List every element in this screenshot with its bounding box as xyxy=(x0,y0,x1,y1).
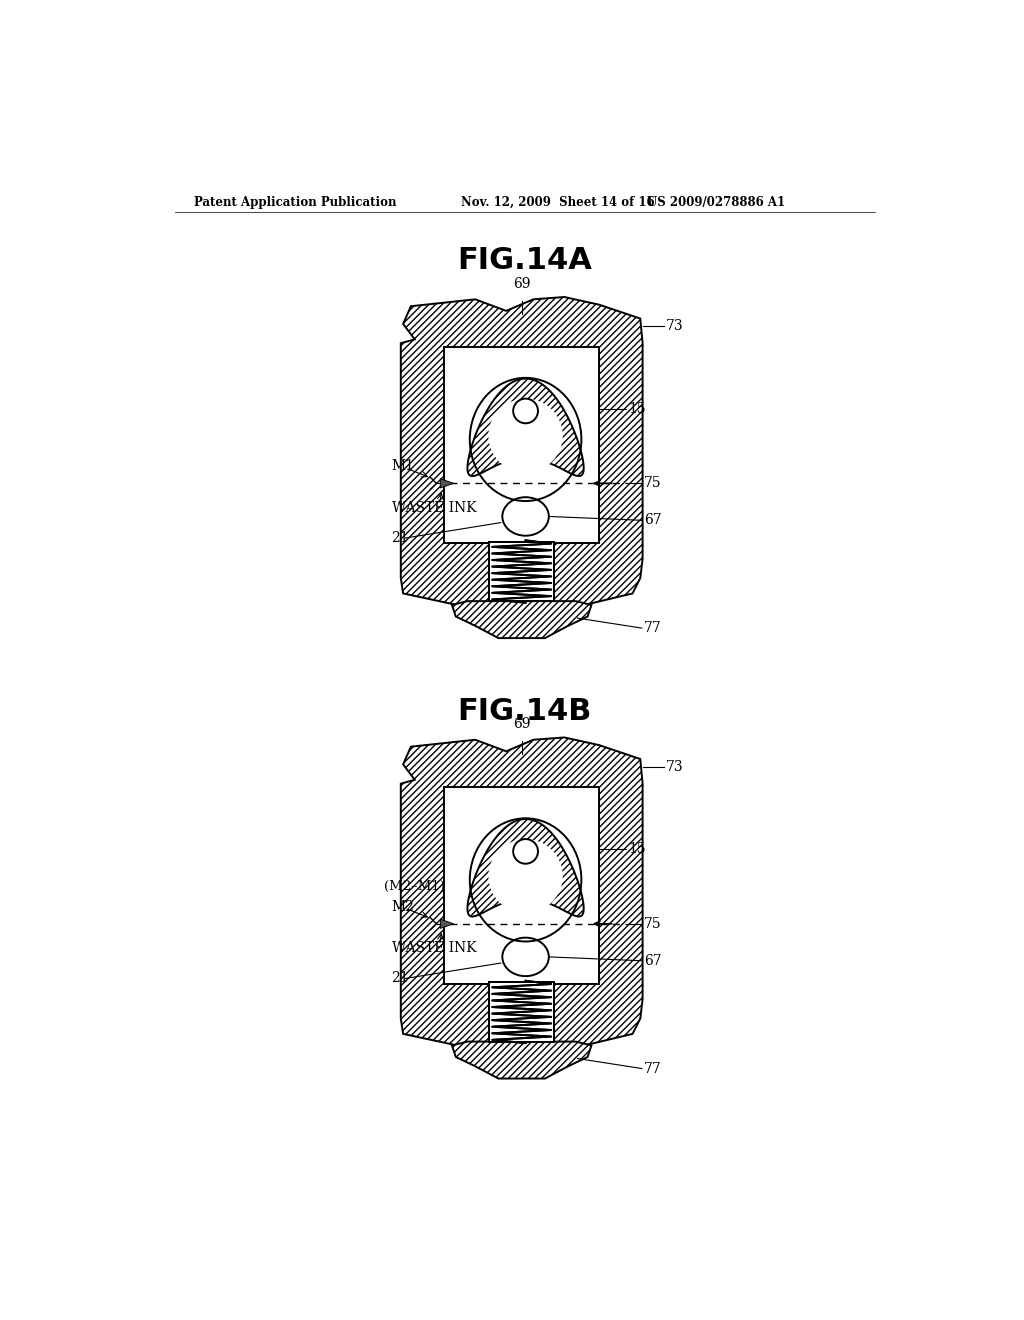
Polygon shape xyxy=(467,820,584,916)
Text: 69: 69 xyxy=(513,717,530,731)
Polygon shape xyxy=(467,379,584,477)
Circle shape xyxy=(513,840,538,863)
Text: M1: M1 xyxy=(391,459,415,474)
Text: 73: 73 xyxy=(666,319,683,333)
Text: M2: M2 xyxy=(391,900,415,913)
Polygon shape xyxy=(452,601,592,638)
Text: 15: 15 xyxy=(629,401,646,416)
Text: Patent Application Publication: Patent Application Publication xyxy=(194,195,396,209)
Text: WASTE INK: WASTE INK xyxy=(391,502,476,515)
Ellipse shape xyxy=(503,498,549,536)
Polygon shape xyxy=(400,738,643,1052)
Text: 77: 77 xyxy=(644,1061,662,1076)
Polygon shape xyxy=(400,297,643,611)
Bar xyxy=(489,543,554,601)
Text: 67: 67 xyxy=(644,513,662,527)
Text: FIG.14A: FIG.14A xyxy=(458,247,592,276)
Polygon shape xyxy=(440,479,454,488)
Text: 69: 69 xyxy=(513,277,530,290)
Bar xyxy=(489,539,554,601)
Text: 15: 15 xyxy=(629,842,646,857)
Bar xyxy=(444,347,599,544)
Text: (M2–M1): (M2–M1) xyxy=(384,880,444,894)
Bar xyxy=(489,978,554,1041)
Text: 77: 77 xyxy=(644,622,662,635)
Text: Nov. 12, 2009  Sheet 14 of 16: Nov. 12, 2009 Sheet 14 of 16 xyxy=(461,195,655,209)
Text: WASTE INK: WASTE INK xyxy=(391,941,476,956)
Text: 75: 75 xyxy=(644,917,662,931)
Bar xyxy=(444,788,599,983)
Bar xyxy=(489,982,554,1041)
Text: 67: 67 xyxy=(644,954,662,968)
Circle shape xyxy=(488,399,563,473)
Bar xyxy=(444,788,599,983)
Text: 21: 21 xyxy=(391,972,410,986)
Text: US 2009/0278886 A1: US 2009/0278886 A1 xyxy=(647,195,785,209)
Text: 75: 75 xyxy=(644,477,662,490)
Ellipse shape xyxy=(503,937,549,977)
Circle shape xyxy=(513,399,538,424)
Text: 73: 73 xyxy=(666,760,683,774)
Bar xyxy=(444,347,599,544)
Text: FIG.14B: FIG.14B xyxy=(458,697,592,726)
Polygon shape xyxy=(440,919,454,928)
Circle shape xyxy=(488,840,563,913)
Polygon shape xyxy=(452,1041,592,1078)
Text: 21: 21 xyxy=(391,531,410,545)
